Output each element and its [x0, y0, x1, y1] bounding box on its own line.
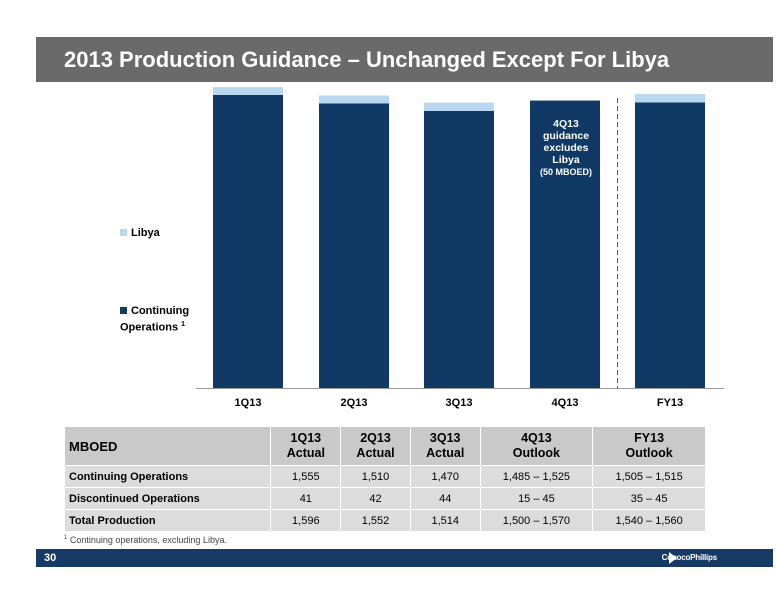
footnote: 1 Continuing operations, excluding Libya… — [64, 535, 227, 545]
table-cell: 1,470 — [409, 465, 481, 488]
annotation-line: excludes — [543, 142, 589, 154]
bar-continuing-operations-4q13 — [530, 100, 600, 388]
table-row: Total Production 1,596 1,552 1,514 1,500… — [63, 509, 706, 532]
x-tick-label: 2Q13 — [341, 397, 368, 409]
legend-label-continuing-1: Continuing — [131, 305, 190, 317]
legend-label-libya: Libya — [131, 227, 160, 239]
conocophillips-logo: ConocoPhillips — [661, 553, 718, 562]
table-cell: 1,552 — [340, 509, 411, 532]
table-cell: 35 – 45 — [592, 487, 706, 510]
table-cell: 42 — [340, 487, 411, 510]
x-tick-label: 3Q13 — [446, 397, 473, 409]
bar-continuing-operations-fy13 — [635, 102, 705, 388]
table-cell: 1,555 — [270, 465, 342, 488]
bar-libya-1q13 — [213, 87, 283, 95]
production-table: MBOED 1Q13 Actual 2Q13 Actual 3Q13 Actual 4… — [63, 426, 706, 532]
legend-item-libya: Libya — [120, 226, 160, 240]
bar-continuing-operations-2q13 — [319, 103, 389, 388]
table-cell: 1,500 – 1,570 — [479, 509, 594, 532]
table-cell: Total Production — [63, 509, 272, 532]
table-cell: 1,514 — [409, 509, 481, 532]
legend-label-continuing-2: Operations — [120, 321, 179, 334]
table-header-mboed: MBOED — [63, 426, 272, 466]
table-header-1q13: 1Q13 Actual — [270, 426, 342, 466]
x-tick-label: FY13 — [657, 397, 683, 409]
annotation-line: Libya — [552, 154, 580, 166]
4q13-annotation: 4Q13 guidance excludes Libya (50 MBOED) — [531, 118, 601, 178]
table-cell: 1,510 — [340, 465, 411, 488]
bar-libya-3q13 — [424, 102, 494, 111]
annotation-line: guidance — [542, 130, 590, 142]
table-cell: 15 – 45 — [479, 487, 594, 510]
legend-swatch-continuing — [120, 306, 127, 314]
table-cell: 44 — [409, 487, 481, 510]
table-cell: 1,540 – 1,560 — [592, 509, 706, 532]
bar-continuing-operations-1q13 — [213, 94, 283, 388]
table-cell: Discontinued Operations — [63, 487, 272, 510]
bar-continuing-operations-3q13 — [424, 110, 494, 388]
page-title: 2013 Production Guidance – Unchanged Exc… — [36, 37, 773, 82]
table-row: Discontinued Operations 41 42 44 15 – 45… — [63, 487, 706, 510]
legend-footnote-mark: 1 — [181, 321, 186, 328]
bar-libya-fy13 — [635, 93, 705, 103]
x-tick-label: 4Q13 — [552, 397, 579, 409]
table-cell: Continuing Operations — [63, 465, 272, 488]
table-cell: 1,505 – 1,515 — [592, 465, 706, 488]
footnote-mark: 1 — [64, 535, 68, 541]
table-header-fy13: FY13 Outlook — [592, 426, 706, 466]
table-cell: 1,596 — [270, 509, 342, 532]
table-header-3q13: 3Q13 Actual — [409, 426, 481, 466]
table-cell: 41 — [270, 487, 342, 510]
legend-swatch-libya — [120, 228, 127, 236]
annotation-sub: (50 MBOED) — [539, 167, 592, 177]
annotation-line: 4Q13 — [553, 118, 579, 130]
legend-item-continuing: Continuing Operations 1 — [120, 304, 189, 335]
table-header-2q13: 2Q13 Actual — [340, 426, 411, 466]
table-cell: 1,485 – 1,525 — [479, 465, 594, 488]
table-row: Continuing Operations 1,555 1,510 1,470 … — [63, 465, 706, 488]
footer-bar: 30 ConocoPhillips — [36, 549, 773, 567]
page-number: 30 — [44, 552, 57, 564]
arrow-right-icon — [669, 552, 677, 564]
table-header-4q13: 4Q13 Outlook — [479, 426, 594, 466]
footnote-text: Continuing operations, excluding Libya. — [67, 535, 227, 545]
table-header-row: MBOED 1Q13 Actual 2Q13 Actual 3Q13 Actual 4… — [63, 426, 706, 466]
x-tick-label: 1Q13 — [235, 397, 262, 409]
bar-libya-2q13 — [319, 95, 389, 104]
